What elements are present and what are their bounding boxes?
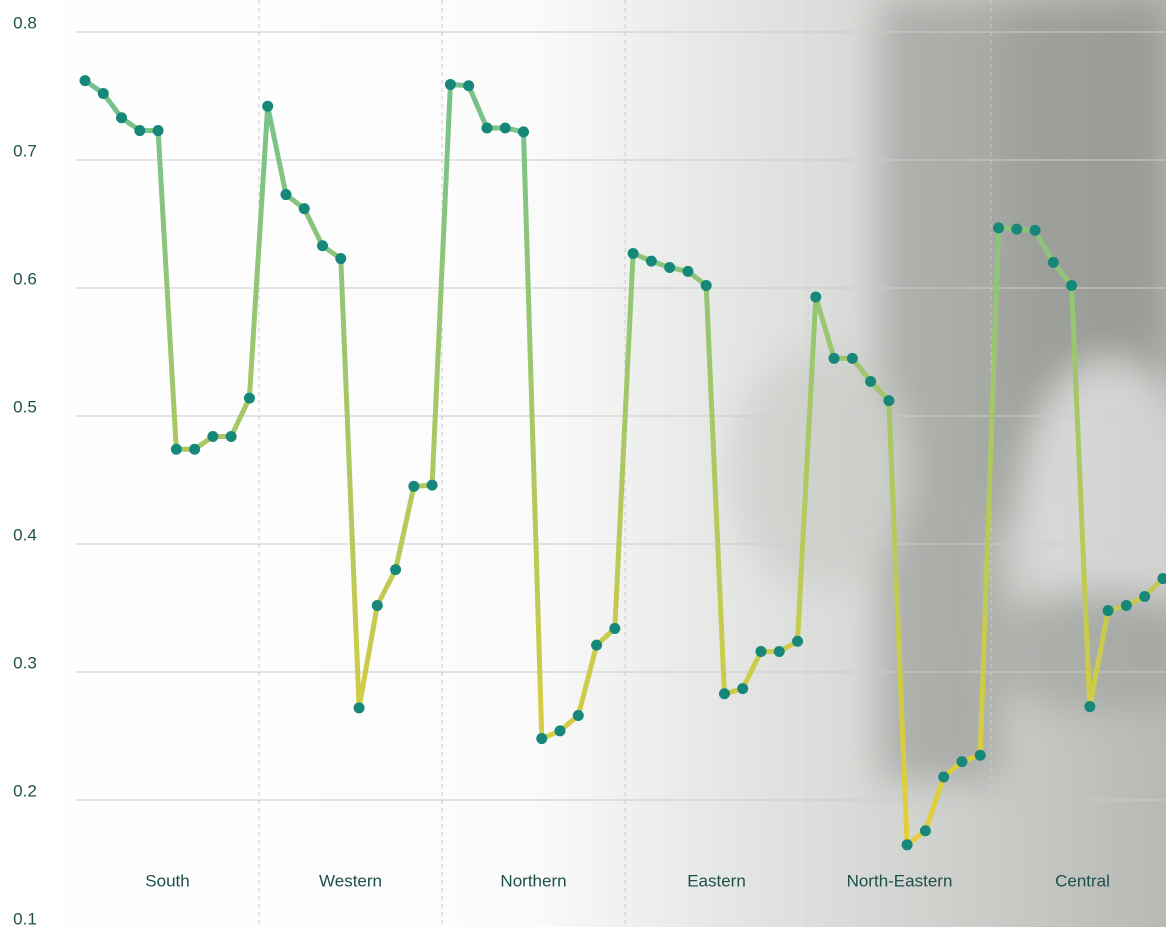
data-point [463,80,474,91]
group-label: Western [319,871,382,890]
data-point [1030,225,1041,236]
data-point [116,112,127,123]
data-point [518,126,529,137]
data-point [427,480,438,491]
data-point [829,353,840,364]
data-point [390,564,401,575]
data-point [956,756,967,767]
data-point [1084,701,1095,712]
data-point [354,702,365,713]
data-point [883,395,894,406]
data-point [317,240,328,251]
group-label: North-Eastern [847,871,953,890]
data-point [500,123,511,134]
data-point [244,393,255,404]
data-point [1011,224,1022,235]
data-point [1066,280,1077,291]
data-point [609,623,620,634]
group-label: Central [1055,871,1110,890]
data-point [372,600,383,611]
page: {"chart_data": {"type": "line", "ylim": … [0,0,1166,927]
data-point [737,683,748,694]
data-point [445,79,456,90]
data-point [98,88,109,99]
y-tick-label: 0.6 [13,269,37,288]
group-label: Eastern [687,871,746,890]
data-point [682,266,693,277]
y-tick-label: 0.3 [13,653,37,672]
data-point [664,262,675,273]
y-tick-label: 0.2 [13,781,37,800]
y-tick-label: 0.1 [13,909,37,927]
data-point [536,733,547,744]
data-point [646,256,657,267]
data-point [847,353,858,364]
data-point [591,640,602,651]
data-point [335,253,346,264]
data-point [280,189,291,200]
data-point [134,125,145,136]
data-point [153,125,164,136]
data-point [628,248,639,259]
data-point [80,75,91,86]
data-point [226,431,237,442]
data-point [481,123,492,134]
data-point [299,203,310,214]
data-point [774,646,785,657]
data-point [719,688,730,699]
y-tick-label: 0.4 [13,525,37,544]
data-point [555,725,566,736]
y-tick-label: 0.5 [13,397,37,416]
data-point [1103,605,1114,616]
chart: 0.1 0.2 0.3 0.4 0.5 0.6 0.7 0.8 South Western Nort… [0,0,1166,927]
data-point [573,710,584,721]
data-point [171,444,182,455]
data-point [865,376,876,387]
data-point [993,222,1004,233]
data-point [975,750,986,761]
data-point [755,646,766,657]
data-point [792,636,803,647]
group-label: South [145,871,189,890]
data-point [701,280,712,291]
data-point [1048,257,1059,268]
data-point [1139,591,1150,602]
y-tick-label: 0.8 [13,13,37,32]
y-tick-label: 0.7 [13,141,37,160]
data-point [408,481,419,492]
data-point [189,444,200,455]
data-point [1121,600,1132,611]
data-point [262,101,273,112]
data-point [920,825,931,836]
data-point [938,771,949,782]
data-point [810,291,821,302]
data-point [207,431,218,442]
group-label: Northern [500,871,566,890]
data-point [902,839,913,850]
